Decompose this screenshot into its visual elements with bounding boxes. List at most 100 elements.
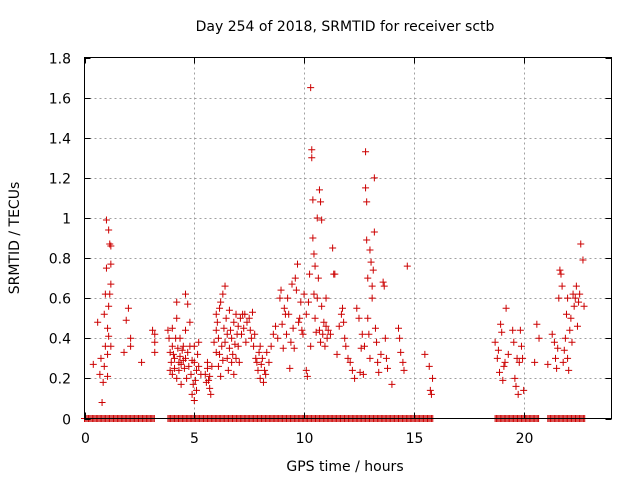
- data-point: [342, 342, 350, 350]
- data-point: [225, 306, 233, 314]
- data-point: [511, 374, 519, 382]
- data-point: [203, 358, 211, 366]
- data-point: [277, 286, 285, 294]
- data-point: [104, 350, 112, 358]
- data-point: [307, 84, 315, 92]
- data-point: [151, 338, 159, 346]
- data-point: [399, 358, 407, 366]
- data-point: [279, 344, 287, 352]
- data-point: [517, 342, 525, 350]
- data-point: [531, 358, 539, 366]
- y-tick-label: 1: [62, 212, 71, 228]
- data-point: [550, 338, 558, 346]
- data-point: [366, 246, 374, 254]
- data-point: [96, 370, 104, 378]
- data-point: [355, 314, 363, 322]
- data-point: [179, 342, 187, 350]
- data-point: [212, 326, 220, 334]
- data-point: [229, 350, 237, 358]
- data-point: [241, 310, 249, 318]
- data-point: [220, 324, 228, 332]
- data-point: [397, 348, 405, 356]
- data-point: [323, 334, 331, 342]
- data-point: [322, 294, 330, 302]
- data-point: [175, 366, 183, 374]
- data-point: [306, 270, 314, 278]
- data-point: [218, 342, 226, 350]
- data-point: [149, 326, 157, 334]
- data-point: [375, 368, 383, 376]
- data-point: [494, 346, 502, 354]
- data-point: [535, 334, 543, 342]
- data-point: [310, 250, 318, 258]
- data-point: [228, 358, 236, 366]
- data-point: [311, 314, 319, 322]
- data-point: [177, 380, 185, 388]
- data-point: [212, 310, 220, 318]
- data-point: [97, 354, 105, 362]
- data-point: [255, 348, 263, 356]
- data-point: [321, 342, 329, 350]
- data-point: [165, 334, 173, 342]
- data-point: [104, 372, 112, 380]
- data-point: [182, 354, 190, 362]
- data-point: [289, 324, 297, 332]
- data-point: [127, 334, 135, 342]
- data-point: [107, 280, 115, 288]
- data-point: [242, 338, 250, 346]
- data-point: [285, 310, 293, 318]
- data-point: [225, 344, 233, 352]
- data-point: [374, 358, 382, 366]
- data-point: [257, 360, 265, 368]
- data-point: [234, 322, 242, 330]
- data-point: [138, 358, 146, 366]
- data-point: [319, 330, 327, 338]
- data-point: [89, 360, 97, 368]
- data-point: [104, 324, 112, 332]
- data-point: [309, 234, 317, 242]
- data-point: [317, 198, 325, 206]
- data-point: [309, 196, 317, 204]
- y-tick-labels: 0 0.2 0.4 0.6 0.8 1 1.2 1.4 1.6 1.8: [49, 52, 71, 429]
- chart-title: Day 254 of 2018, SRMTID for receiver sct…: [196, 19, 495, 35]
- data-point: [286, 364, 294, 372]
- data-point: [127, 342, 135, 350]
- y-axis-label: SRMTID / TECUs: [7, 182, 23, 295]
- data-point: [498, 328, 506, 336]
- data-point: [292, 286, 300, 294]
- data-point: [256, 342, 264, 350]
- data-point: [348, 366, 356, 374]
- grid-lines: [84, 57, 612, 419]
- data-point: [580, 302, 588, 310]
- data-point: [205, 376, 213, 384]
- data-point: [214, 334, 222, 342]
- data-point: [421, 350, 429, 358]
- data-point: [195, 362, 203, 370]
- data-point: [182, 326, 190, 334]
- data-point: [360, 342, 368, 350]
- data-point: [572, 282, 580, 290]
- data-point: [569, 290, 577, 298]
- data-point: [171, 364, 179, 372]
- data-point: [307, 342, 315, 350]
- data-point: [502, 304, 510, 312]
- data-point: [192, 366, 200, 374]
- data-point: [553, 364, 561, 372]
- x-tick-label: 5: [190, 431, 199, 447]
- data-point: [573, 322, 581, 330]
- data-point: [501, 358, 509, 366]
- data-point: [509, 326, 517, 334]
- data-point: [230, 318, 238, 326]
- data-point: [236, 314, 244, 322]
- data-point: [559, 358, 567, 366]
- data-point: [499, 376, 507, 384]
- data-point: [362, 148, 370, 156]
- data-point: [195, 338, 203, 346]
- data-point: [516, 326, 524, 334]
- data-point: [245, 314, 253, 322]
- data-point: [304, 298, 312, 306]
- data-point: [326, 330, 334, 338]
- data-point: [579, 256, 587, 264]
- data-point: [100, 362, 108, 370]
- x-tick-labels: 0 5 10 15 20: [81, 431, 533, 447]
